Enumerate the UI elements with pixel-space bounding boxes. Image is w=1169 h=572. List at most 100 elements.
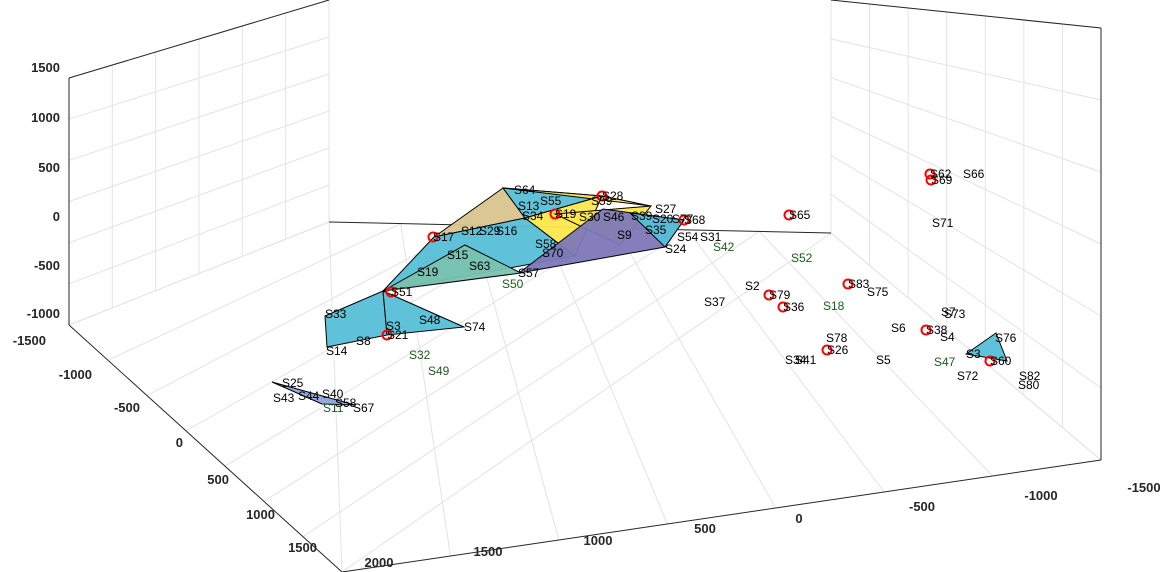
y-tick-label: 1500 bbox=[288, 540, 317, 555]
axis-line bbox=[830, 0, 1102, 29]
point-label-S70: S70 bbox=[542, 246, 564, 260]
x-tick-label: 500 bbox=[694, 521, 716, 536]
point-label-S50: S50 bbox=[502, 277, 524, 291]
point-label-S28: S28 bbox=[602, 189, 624, 203]
grid-line bbox=[687, 229, 885, 493]
x-tick-label: 2000 bbox=[365, 555, 394, 570]
point-label-S52: S52 bbox=[791, 251, 813, 265]
point-label-S82: S82 bbox=[1019, 369, 1041, 383]
point-marker-S21 bbox=[381, 329, 393, 341]
point-label-S62: S62 bbox=[930, 167, 952, 181]
point-label-S39: S39 bbox=[631, 209, 653, 223]
grid-line bbox=[758, 231, 993, 477]
axis-line bbox=[68, 324, 343, 572]
point-label-S83: S83 bbox=[848, 277, 870, 291]
point-label-S71: S71 bbox=[932, 216, 954, 230]
point-label-S9: S9 bbox=[617, 228, 632, 242]
point-marker-S68 bbox=[678, 214, 690, 226]
grid-line bbox=[830, 77, 1102, 173]
tick-labels: 2000 1500 1000 500 0 -500 -1000 -1500 1500 1000 50… bbox=[13, 60, 1161, 570]
y-tick-label: -500 bbox=[114, 400, 140, 415]
point-label-S26: S26 bbox=[827, 343, 849, 357]
grid-line bbox=[830, 38, 1102, 101]
grid-line bbox=[341, 232, 832, 572]
grid-line bbox=[830, 232, 1102, 461]
surface-face-5 bbox=[382, 244, 523, 292]
point-marker-S36 bbox=[777, 301, 789, 313]
point-marker-S26 bbox=[821, 344, 833, 356]
point-label-S57: S57 bbox=[518, 266, 540, 280]
point-label-S24: S24 bbox=[665, 242, 687, 256]
point-label-S64: S64 bbox=[514, 183, 536, 197]
surface-face-2 bbox=[502, 187, 652, 207]
point-marker-S69 bbox=[925, 174, 937, 186]
point-label-S55: S55 bbox=[540, 194, 562, 208]
x-tick-label: -1000 bbox=[1024, 488, 1057, 503]
point-label-S19: S19 bbox=[417, 265, 439, 279]
point-label-S21: S21 bbox=[387, 328, 409, 342]
point-label-S31: S31 bbox=[700, 230, 722, 244]
grid-line bbox=[224, 227, 617, 467]
axis-line bbox=[341, 459, 1102, 572]
grid-line bbox=[615, 228, 777, 509]
z-tick-label: -500 bbox=[34, 258, 60, 273]
point-label-S8: S8 bbox=[356, 334, 371, 348]
axis-line bbox=[68, 0, 330, 79]
point-label-S72: S72 bbox=[957, 369, 979, 383]
point-label-S18: S18 bbox=[823, 299, 845, 313]
grid-line bbox=[830, 154, 1102, 317]
point-label-S34: S34 bbox=[522, 209, 544, 223]
point-label-S2: S2 bbox=[745, 279, 760, 293]
grid-line bbox=[263, 229, 688, 502]
point-marker-S17 bbox=[427, 231, 439, 243]
point-marker-S28 bbox=[596, 190, 608, 202]
point-label-S80: S80 bbox=[1018, 378, 1040, 392]
point-label-S35: S35 bbox=[645, 223, 667, 237]
point-marker-S38 bbox=[920, 324, 932, 336]
point-label-S63: S63 bbox=[469, 259, 491, 273]
point-label-S32: S32 bbox=[409, 348, 431, 362]
point-label-S66: S66 bbox=[963, 167, 985, 181]
point-label-S11: S11 bbox=[323, 401, 344, 415]
point-label-S3: S3 bbox=[966, 347, 981, 361]
point-label-S13: S13 bbox=[518, 199, 540, 213]
point-label-S78: S78 bbox=[826, 331, 848, 345]
point-label-S77: S77 bbox=[672, 212, 694, 226]
y-tick-label: 0 bbox=[176, 435, 183, 450]
point-label-S49: S49 bbox=[428, 364, 450, 378]
point-label-S59: S59 bbox=[591, 194, 613, 208]
x-tick-label: 0 bbox=[795, 511, 802, 526]
point-label-S47: S47 bbox=[934, 355, 956, 369]
point-label-S15: S15 bbox=[447, 248, 469, 262]
point-label-S20: S20 bbox=[652, 212, 674, 226]
point-label-S48: S48 bbox=[419, 313, 441, 327]
point-marker-S79 bbox=[763, 289, 775, 301]
point-label-S3: S3 bbox=[386, 319, 401, 333]
z-tick-label: 0 bbox=[53, 209, 60, 224]
z-tick-label: 1500 bbox=[31, 60, 60, 75]
point-label-S58: S58 bbox=[335, 396, 357, 410]
point-label-S68: S68 bbox=[684, 213, 706, 227]
point-label-S65: S65 bbox=[789, 208, 811, 222]
point-label-S76: S76 bbox=[995, 331, 1017, 345]
point-marker-S65 bbox=[783, 209, 795, 221]
point-label-S7: S7 bbox=[941, 305, 956, 319]
point-label-S5: S5 bbox=[876, 353, 891, 367]
point-label-S36: S36 bbox=[783, 300, 805, 314]
point-label-S67: S67 bbox=[353, 401, 375, 415]
z-tick-label: 1000 bbox=[31, 110, 60, 125]
point-label-S44: S44 bbox=[298, 389, 320, 403]
point-label-S27: S27 bbox=[655, 202, 677, 216]
point-label-S16: S16 bbox=[496, 224, 518, 238]
point-label-S74: S74 bbox=[464, 320, 486, 334]
point-marker-S19 bbox=[549, 208, 561, 220]
grid-line bbox=[543, 226, 668, 525]
point-label-S25: S25 bbox=[282, 376, 304, 390]
grid-line bbox=[107, 223, 401, 361]
point-label-S60: S60 bbox=[990, 354, 1012, 368]
y-tick-label: -1000 bbox=[59, 367, 92, 382]
point-label-S19: S19 bbox=[555, 207, 577, 221]
point-label-S6: S6 bbox=[891, 321, 906, 335]
